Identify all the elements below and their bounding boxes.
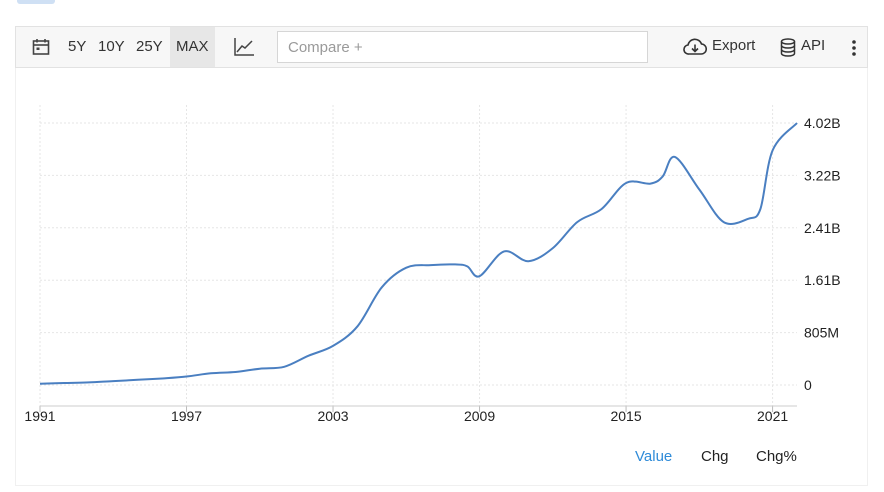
range-max-button[interactable]: MAX <box>170 27 215 67</box>
range-10y-button[interactable]: 10Y <box>98 38 125 55</box>
compare-input[interactable] <box>277 31 648 63</box>
tab-chg-percent[interactable]: Chg% <box>756 448 797 465</box>
more-vertical-icon[interactable] <box>851 39 857 62</box>
range-5y-button[interactable]: 5Y <box>68 38 87 55</box>
range-25y-button[interactable]: 25Y <box>136 38 163 55</box>
database-icon[interactable] <box>780 38 796 62</box>
chart-panel <box>15 68 868 486</box>
export-button[interactable]: Export <box>712 37 756 54</box>
cloud-download-icon[interactable] <box>683 38 708 61</box>
calendar-icon[interactable] <box>32 38 50 61</box>
tab-chg[interactable]: Chg <box>701 448 729 465</box>
line-chart-icon[interactable] <box>233 37 255 62</box>
tab-value[interactable]: Value <box>635 448 673 465</box>
chart-toolbar: 5Y 10Y 25Y MAX Export API <box>15 26 868 68</box>
api-button[interactable]: API <box>801 37 826 54</box>
top-tab-indicator <box>17 0 55 4</box>
